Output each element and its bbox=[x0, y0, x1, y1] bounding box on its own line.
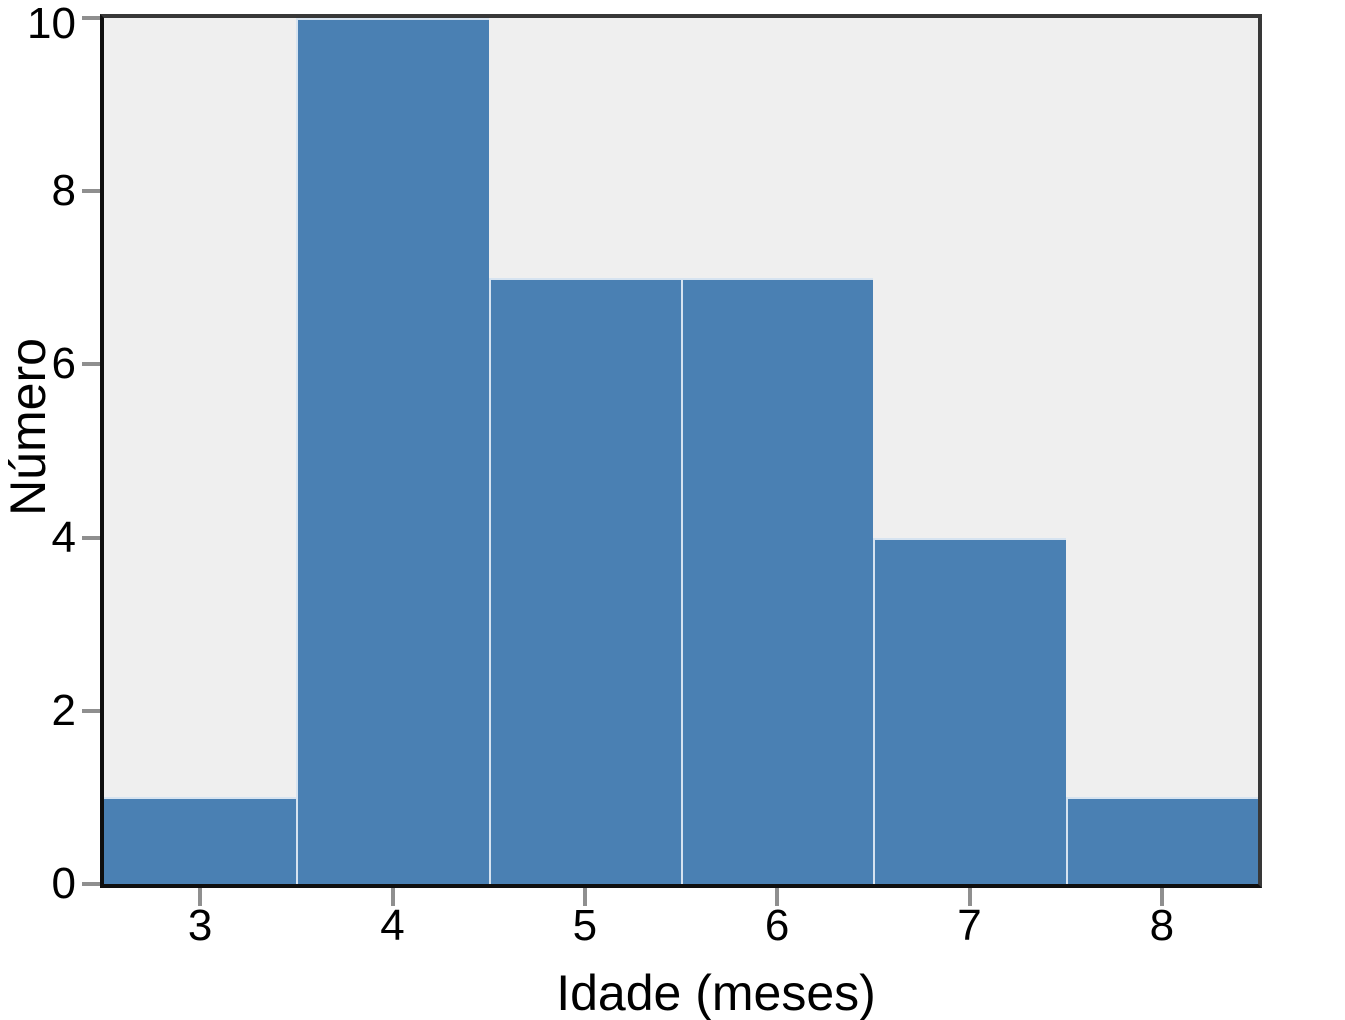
y-tick-mark bbox=[82, 16, 100, 20]
x-tick-mark bbox=[1159, 888, 1164, 906]
x-tick-mark bbox=[967, 888, 972, 906]
y-axis-title: Número bbox=[0, 338, 56, 516]
histogram-bar-5 bbox=[488, 277, 681, 884]
y-tick-mark bbox=[82, 882, 100, 886]
x-tick-mark bbox=[775, 888, 780, 906]
x-tick-label: 4 bbox=[380, 901, 405, 950]
y-tick-mark bbox=[82, 535, 100, 540]
plot-area bbox=[100, 14, 1262, 888]
y-tick-mark bbox=[82, 708, 100, 713]
x-tick-label: 3 bbox=[187, 901, 213, 950]
y-tick-label: 8 bbox=[51, 166, 76, 216]
y-tick-mark bbox=[82, 189, 100, 194]
bars-layer bbox=[104, 18, 1258, 884]
y-tick-label: 4 bbox=[51, 512, 76, 562]
x-tick-label: 5 bbox=[572, 901, 598, 950]
x-tick-mark bbox=[390, 888, 395, 906]
histogram-bar-3 bbox=[104, 797, 297, 884]
y-tick-label: 0 bbox=[51, 859, 76, 908]
y-tick-label: 2 bbox=[51, 685, 76, 735]
x-tick-label: 6 bbox=[764, 901, 790, 950]
y-tick-mark bbox=[82, 362, 100, 367]
y-tick-label: 10 bbox=[27, 0, 76, 48]
x-tick-label: 7 bbox=[957, 901, 982, 950]
x-tick-mark bbox=[198, 888, 203, 906]
y-tick-label: 6 bbox=[51, 339, 76, 389]
x-tick-label: 8 bbox=[1149, 901, 1175, 950]
histogram-bar-8 bbox=[1065, 797, 1258, 884]
histogram-bar-4 bbox=[296, 18, 489, 884]
x-tick-mark bbox=[582, 888, 587, 906]
histogram-bar-7 bbox=[873, 537, 1066, 884]
x-axis-title: Idade (meses) bbox=[556, 965, 876, 1020]
histogram-bar-6 bbox=[681, 277, 874, 884]
